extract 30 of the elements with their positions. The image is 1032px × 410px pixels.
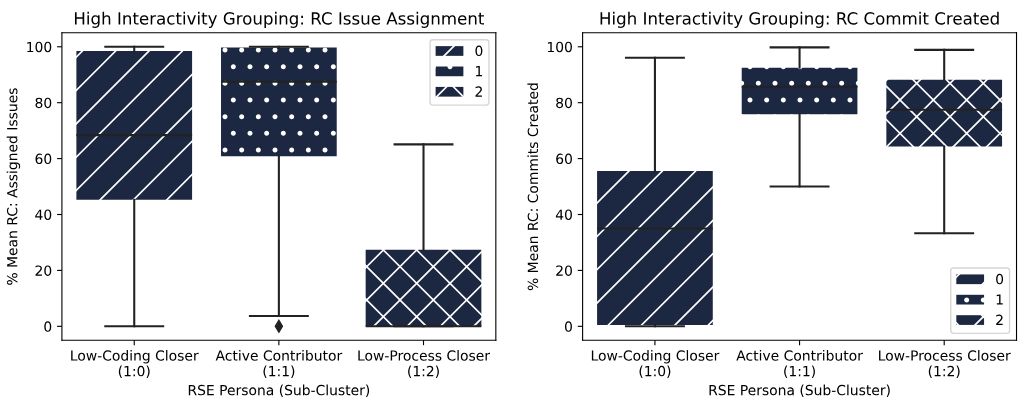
y-tick-label: 0 bbox=[564, 321, 572, 332]
x-tick-label: Active Contributor (1:1) bbox=[215, 350, 343, 378]
legend-label: 1 bbox=[996, 294, 1003, 305]
y-tick-label: 60 bbox=[35, 153, 52, 165]
y-tick-label: 80 bbox=[556, 97, 572, 109]
y-tick-label: 80 bbox=[35, 97, 52, 109]
legend-label: 0 bbox=[475, 45, 483, 57]
x-tick-label: Low-Process Closer (1:2) bbox=[358, 350, 491, 378]
y-tick-label: 20 bbox=[556, 265, 572, 276]
x-axis-title: RSE Persona (Sub-Cluster) bbox=[188, 384, 370, 397]
legend-label: 2 bbox=[996, 314, 1003, 325]
chart-title: High Interactivity Grouping: RC Issue Assignment bbox=[74, 11, 485, 28]
chart-title: High Interactivity Grouping: RC Commit Created bbox=[600, 11, 999, 28]
y-tick-label: 20 bbox=[35, 265, 52, 276]
y-tick-label: 100 bbox=[547, 41, 572, 53]
y-axis-title: % Mean RC: Assigned Issues bbox=[6, 88, 21, 285]
y-tick-label: 40 bbox=[555, 209, 572, 220]
x-tick-label: Low-Process Closer (1:2) bbox=[879, 350, 1011, 378]
x-tick-label: Active Contributor (1:1) bbox=[736, 350, 863, 378]
legend-label: 0 bbox=[996, 273, 1004, 285]
y-tick-label: 40 bbox=[35, 209, 52, 220]
x-axis-title: RSE Persona (Sub-Cluster) bbox=[709, 384, 890, 397]
y-axis-title: % Mean RC: Commits Created bbox=[527, 83, 539, 291]
legend-label: 2 bbox=[475, 86, 482, 97]
y-tick-label: 0 bbox=[44, 321, 52, 332]
y-tick-label: 60 bbox=[556, 153, 572, 165]
y-tick-label: 100 bbox=[27, 41, 52, 53]
legend-label: 1 bbox=[476, 66, 483, 77]
x-tick-label: Low-Coding Closer (1:0) bbox=[71, 350, 199, 378]
x-tick-label: Low-Coding Closer (1:0) bbox=[591, 350, 720, 378]
